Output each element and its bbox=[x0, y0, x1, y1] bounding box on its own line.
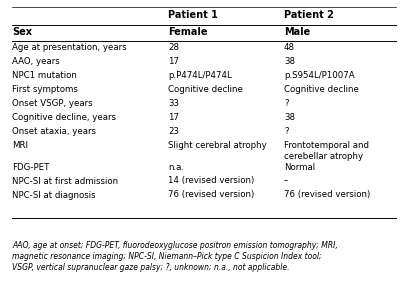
Text: First symptoms: First symptoms bbox=[12, 85, 78, 94]
Text: Female: Female bbox=[168, 27, 208, 37]
Text: Cognitive decline, years: Cognitive decline, years bbox=[12, 112, 116, 122]
Text: Patient 2: Patient 2 bbox=[284, 10, 334, 20]
Text: 33: 33 bbox=[168, 98, 179, 108]
Text: Cognitive decline: Cognitive decline bbox=[284, 85, 359, 94]
Text: Sex: Sex bbox=[12, 27, 32, 37]
Text: Onset VSGP, years: Onset VSGP, years bbox=[12, 98, 93, 108]
Text: 48: 48 bbox=[284, 43, 295, 51]
Text: n.a.: n.a. bbox=[168, 163, 184, 171]
Text: 38: 38 bbox=[284, 112, 295, 122]
Text: 38: 38 bbox=[284, 57, 295, 65]
Text: AAO, years: AAO, years bbox=[12, 57, 60, 65]
Text: ?: ? bbox=[284, 126, 288, 136]
Text: NPC-SI at first admission: NPC-SI at first admission bbox=[12, 177, 118, 185]
Text: 28: 28 bbox=[168, 43, 179, 51]
Text: 76 (revised version): 76 (revised version) bbox=[168, 191, 254, 199]
Text: 76 (revised version): 76 (revised version) bbox=[284, 191, 370, 199]
Text: 17: 17 bbox=[168, 112, 179, 122]
Text: Male: Male bbox=[284, 27, 310, 37]
Text: Cognitive decline: Cognitive decline bbox=[168, 85, 243, 94]
Text: Onset ataxia, years: Onset ataxia, years bbox=[12, 126, 96, 136]
Text: FDG-PET: FDG-PET bbox=[12, 163, 49, 171]
Text: 14 (revised version): 14 (revised version) bbox=[168, 177, 254, 185]
Text: Age at presentation, years: Age at presentation, years bbox=[12, 43, 127, 51]
Text: Frontotemporal and
cerebellar atrophy: Frontotemporal and cerebellar atrophy bbox=[284, 141, 369, 161]
Text: p.P474L/P474L: p.P474L/P474L bbox=[168, 71, 232, 80]
Text: AAO, age at onset; FDG-PET, fluorodeoxyglucose positron emission tomography; MRI: AAO, age at onset; FDG-PET, fluorodeoxyg… bbox=[12, 241, 338, 271]
Text: 17: 17 bbox=[168, 57, 179, 65]
Text: ?: ? bbox=[284, 98, 288, 108]
Text: p.S954L/P1007A: p.S954L/P1007A bbox=[284, 71, 355, 80]
Text: MRI: MRI bbox=[12, 141, 28, 150]
Text: –: – bbox=[284, 177, 288, 185]
Text: Slight cerebral atrophy: Slight cerebral atrophy bbox=[168, 141, 267, 150]
Text: Normal: Normal bbox=[284, 163, 315, 171]
Text: NPC1 mutation: NPC1 mutation bbox=[12, 71, 77, 80]
Text: Patient 1: Patient 1 bbox=[168, 10, 218, 20]
Text: NPC-SI at diagnosis: NPC-SI at diagnosis bbox=[12, 191, 96, 199]
Text: 23: 23 bbox=[168, 126, 179, 136]
